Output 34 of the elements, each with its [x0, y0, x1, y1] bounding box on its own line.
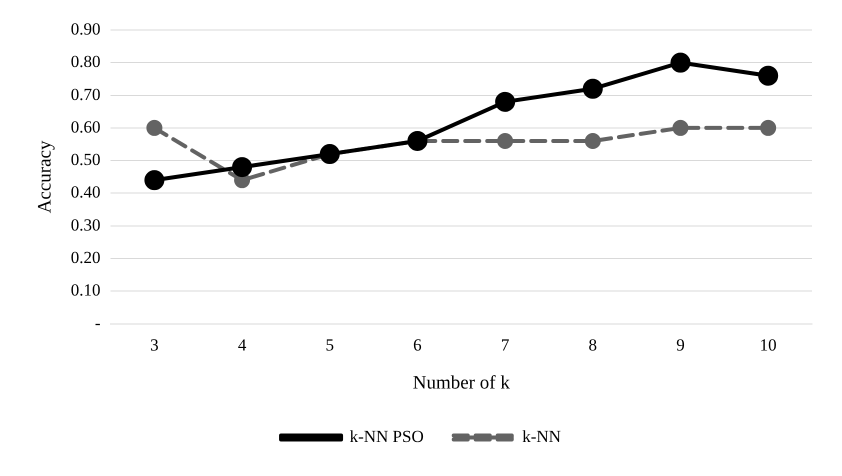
point	[670, 52, 690, 73]
y-tick-label: 0.90	[70, 19, 101, 38]
x-tick-label: 8	[588, 335, 598, 354]
point	[407, 130, 428, 151]
y-tick-label: 0.10	[70, 280, 101, 300]
x-tick-label: 5	[326, 335, 334, 354]
point	[758, 66, 778, 86]
x-tick-label: 7	[500, 335, 510, 354]
point	[497, 132, 514, 149]
point	[146, 120, 162, 136]
y-axis-title: Accuracy	[34, 140, 56, 214]
point	[584, 132, 601, 149]
y-tick-label: 0.70	[70, 84, 101, 104]
x-tick-label: 9	[676, 335, 685, 354]
x-tick-label: 3	[150, 335, 159, 354]
point	[672, 120, 688, 136]
y-tick-label: 0.40	[70, 182, 101, 202]
legend-label: k-NN	[522, 426, 561, 446]
y-tick-label: 0.20	[70, 248, 101, 267]
y-tick-label: 0.60	[70, 117, 101, 136]
x-tick-label: 4	[238, 335, 247, 354]
y-tick-label: 0.50	[70, 150, 101, 170]
point	[760, 120, 776, 136]
legend-label: k-NN PSO	[350, 426, 424, 446]
y-tick-label: 0.30	[70, 215, 101, 234]
x-tick-label: 6	[413, 335, 422, 354]
point	[495, 92, 516, 112]
x-axis-title: Number of k	[412, 372, 510, 394]
x-tick-label: 10	[760, 335, 777, 354]
point	[232, 157, 252, 178]
y-tick-label: 0.80	[70, 52, 101, 72]
point	[582, 78, 603, 99]
point	[144, 170, 164, 190]
y-tick-label: -	[94, 313, 101, 332]
